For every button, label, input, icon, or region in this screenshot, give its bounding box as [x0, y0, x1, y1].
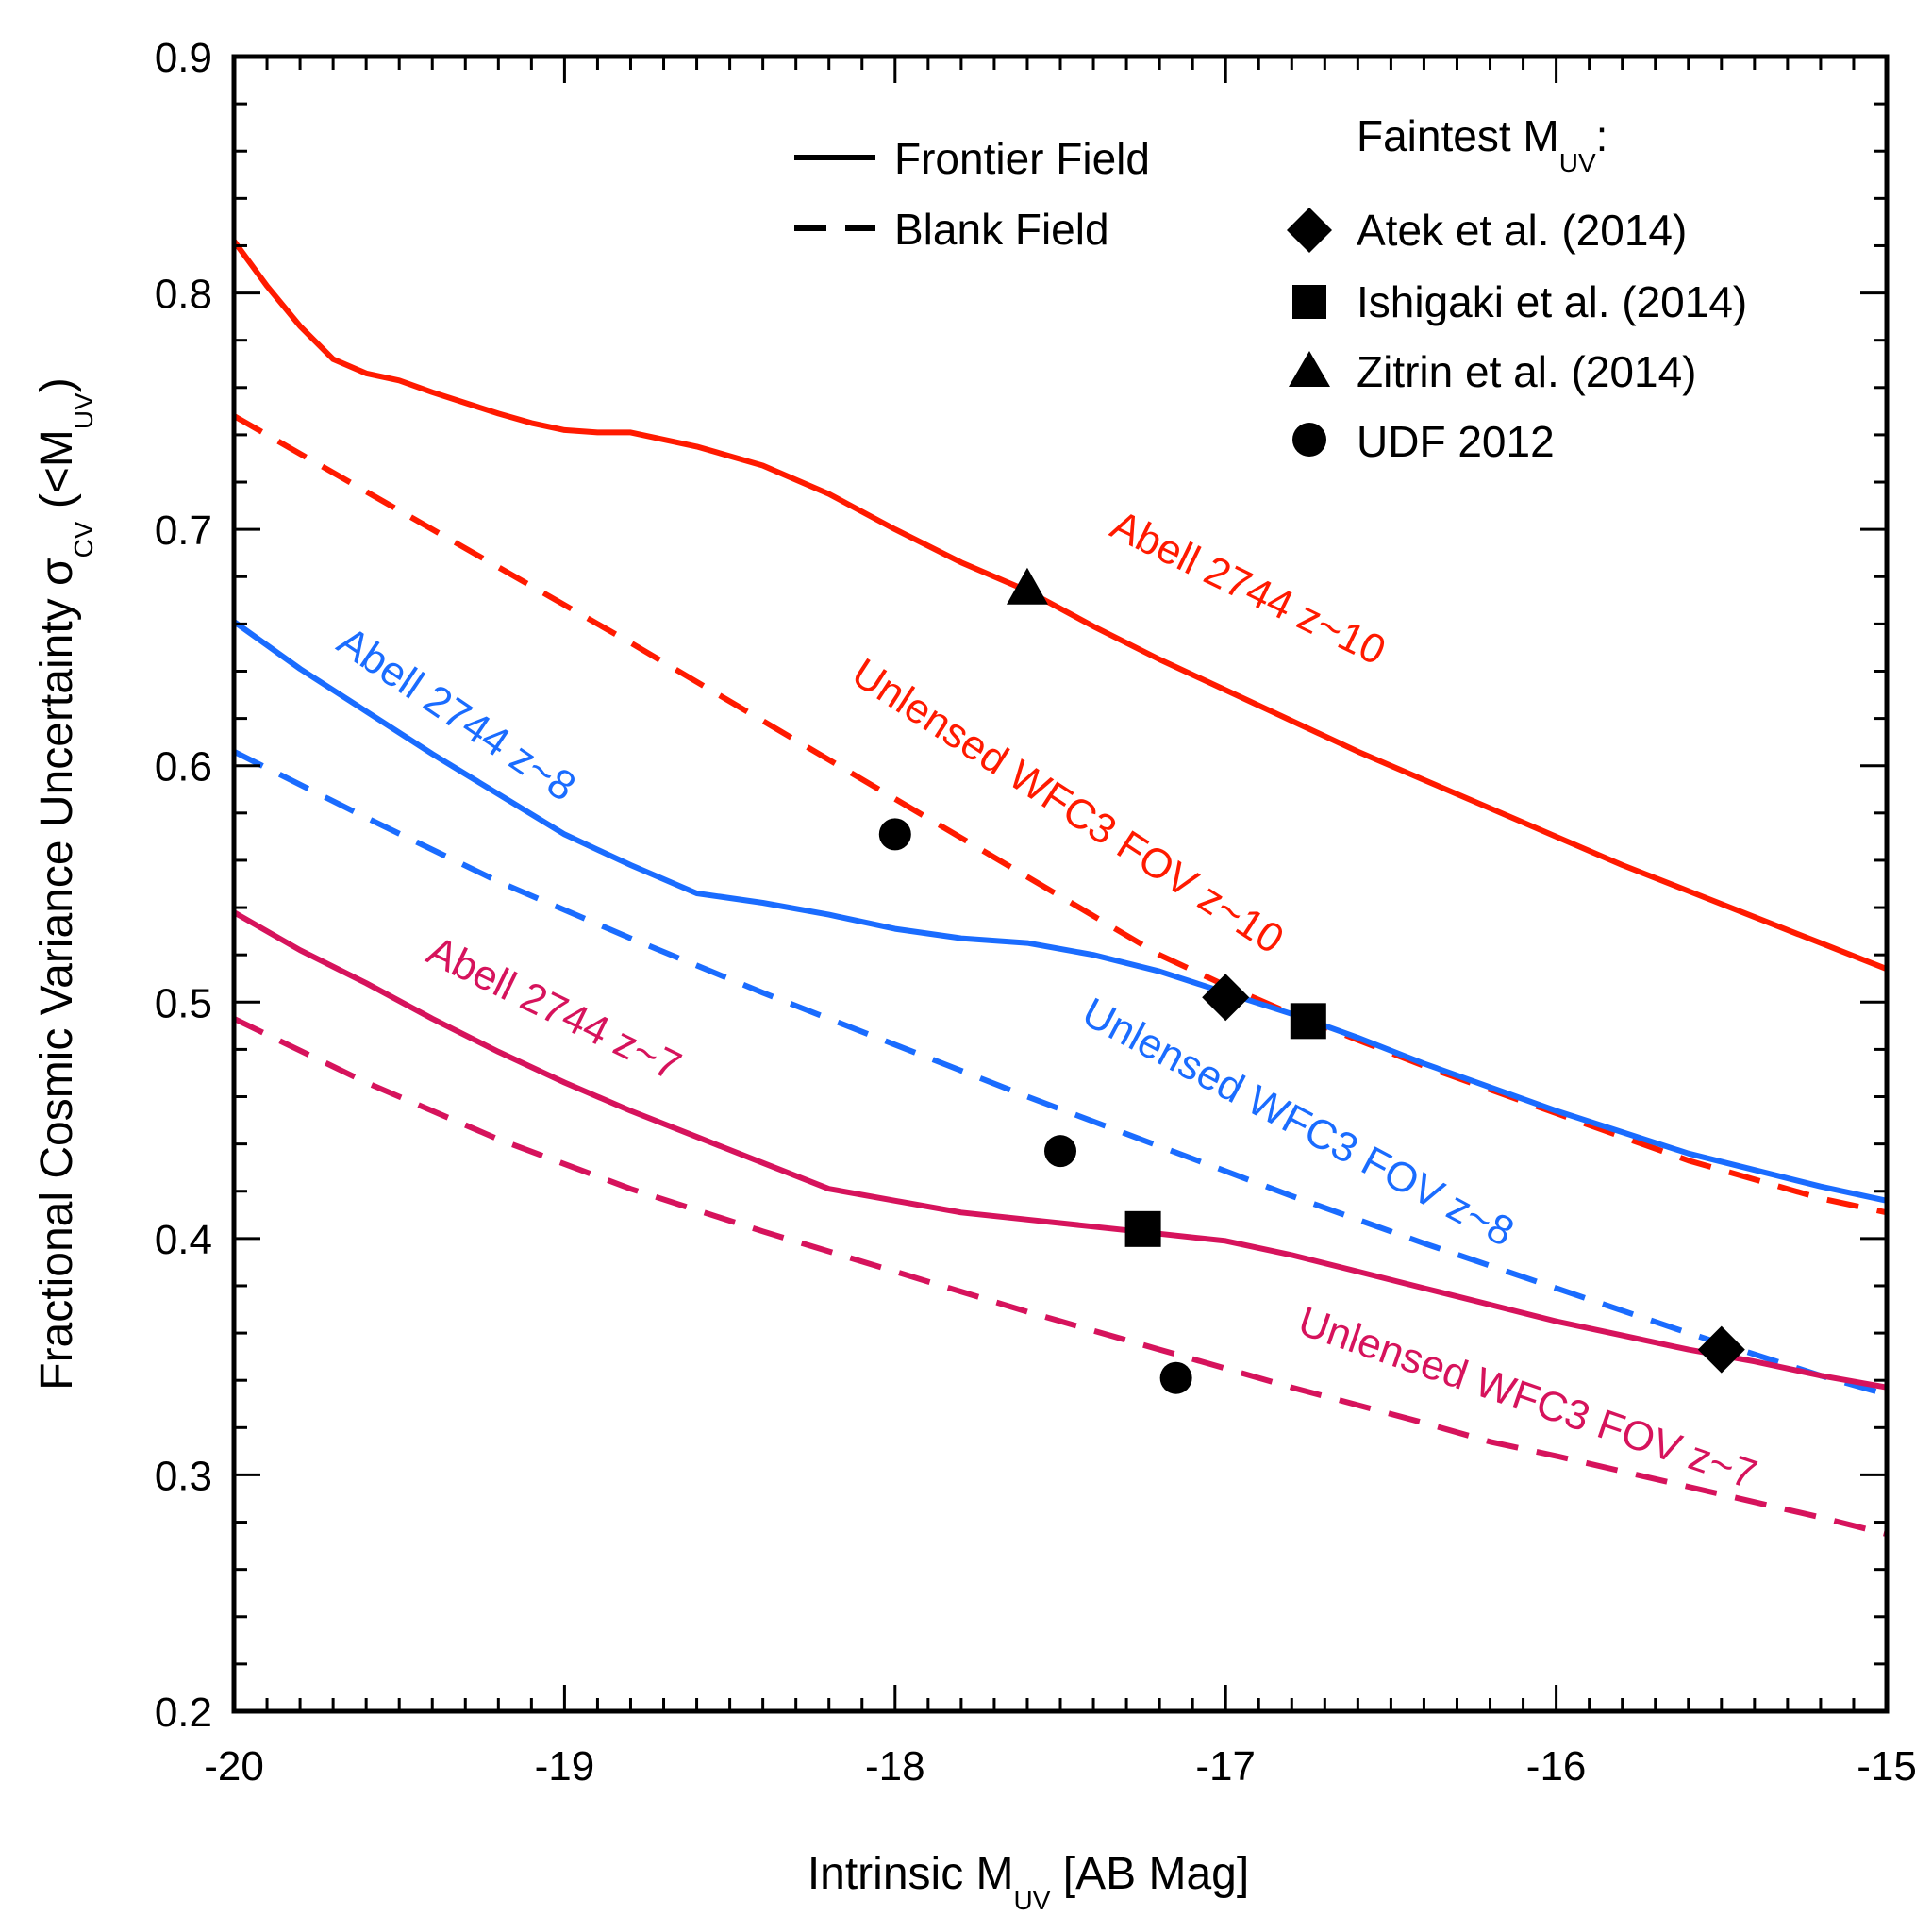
y-axis-title-main: Fractional Cosmic Variance Uncertainty σ: [32, 558, 82, 1390]
y-axis-title-sub: CV: [69, 521, 98, 558]
marker-circle-udf: [1044, 1135, 1076, 1168]
y-axis-title-suffix: ): [32, 377, 82, 392]
marker-circle-udf: [1159, 1361, 1192, 1394]
y-tick-label: 0.3: [155, 1453, 212, 1499]
y-axis-title-mid: (<M: [32, 429, 82, 521]
tick-labels: -20 -19 -18 -17 -16 -15 0.2 0.3 0.4 0.5 0.6 0.7 0.8 0…: [155, 35, 1917, 1790]
y-tick-label: 0.4: [155, 1217, 212, 1263]
legend-diamond-icon: [1287, 208, 1332, 253]
legend: Frontier Field Blank Field Faintest MUV:…: [794, 111, 1747, 466]
series-a2744-z8: [232, 619, 1888, 1204]
series-layer: [231, 239, 1889, 1538]
y-axis-title: Fractional Cosmic Variance Uncertainty σ…: [32, 377, 98, 1391]
legend-triangle-icon: [1289, 351, 1330, 387]
x-tick-label: -18: [865, 1743, 925, 1790]
series-a2744-z10: [231, 239, 1889, 972]
series-unlensed-z10: [232, 413, 1888, 1216]
curve-label-unlensed-z7: Unlensed WFC3 FOV z~7: [1292, 1298, 1762, 1498]
legend-zitrin-label: Zitrin et al. (2014): [1357, 347, 1696, 396]
markers-layer: [878, 567, 1745, 1394]
legend-markers-title-sub: UV: [1559, 148, 1596, 177]
y-tick-label: 0.9: [155, 35, 212, 81]
legend-solid-label: Frontier Field: [894, 134, 1150, 183]
y-tick-label: 0.5: [155, 980, 212, 1026]
y-tick-label: 0.2: [155, 1690, 212, 1736]
marker-square-ishigaki: [1124, 1210, 1161, 1247]
legend-dashed-label: Blank Field: [894, 205, 1109, 254]
legend-udf-label: UDF 2012: [1357, 417, 1555, 466]
y-tick-label: 0.8: [155, 272, 212, 318]
marker-square-ishigaki: [1290, 1003, 1326, 1040]
ticks-layer: [232, 55, 1889, 1713]
x-axis-title-suffix: [AB Mag]: [1050, 1849, 1249, 1899]
x-axis-title: Intrinsic MUV [AB Mag]: [808, 1849, 1249, 1915]
x-tick-label: -16: [1526, 1743, 1587, 1790]
legend-markers-title: Faintest MUV:: [1357, 111, 1607, 177]
series-a2744-z7: [232, 909, 1888, 1391]
x-axis-title-sub: UV: [1014, 1886, 1051, 1915]
curve-label-a2744-z7: Abell 2744 z~7: [420, 927, 688, 1090]
legend-markers-title-main: Faintest M: [1357, 111, 1559, 160]
legend-markers-title-suffix: :: [1596, 111, 1608, 160]
legend-atek-label: Atek et al. (2014): [1357, 206, 1687, 255]
y-tick-label: 0.6: [155, 744, 212, 791]
curve-label-a2744-z10: Abell 2744 z~10: [1104, 502, 1392, 675]
y-tick-label: 0.7: [155, 508, 212, 554]
x-tick-label: -17: [1195, 1743, 1256, 1790]
marker-triangle-zitrin: [1006, 567, 1048, 605]
marker-circle-udf: [878, 818, 911, 851]
x-tick-label: -20: [204, 1743, 264, 1790]
y-axis-title-sub2: UV: [69, 392, 98, 429]
legend-ishigaki-label: Ishigaki et al. (2014): [1357, 277, 1747, 326]
legend-circle-icon: [1292, 423, 1326, 457]
marker-diamond-atek: [1697, 1325, 1745, 1374]
series-unlensed-z8: [232, 749, 1888, 1398]
marker-diamond-atek: [1202, 974, 1250, 1022]
x-tick-label: -15: [1857, 1743, 1917, 1790]
legend-square-icon: [1292, 285, 1326, 319]
x-axis-title-main: Intrinsic M: [808, 1849, 1014, 1899]
x-tick-label: -19: [535, 1743, 595, 1790]
series-unlensed-z7: [232, 1016, 1888, 1538]
